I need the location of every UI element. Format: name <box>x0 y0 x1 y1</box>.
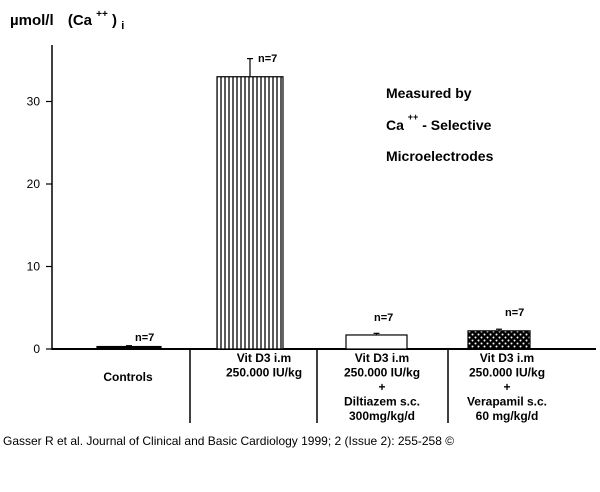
y-ticks: 0 10 20 30 <box>27 95 52 356</box>
n-label: n=7 <box>505 307 524 319</box>
bars <box>96 57 531 350</box>
y-axis-quantity: (Ca <box>68 12 93 29</box>
category-label-line: + <box>503 380 510 394</box>
category-label-line: Diltiazem s.c. <box>344 395 420 409</box>
y-axis-label: µmol/l (Ca ++ ) i <box>10 4 124 32</box>
bar <box>96 345 162 350</box>
annotation-ca: Ca <box>386 117 404 133</box>
n-label: n=7 <box>135 332 154 344</box>
y-axis-unit: µmol/l <box>10 12 54 29</box>
n-label: n=7 <box>258 53 277 65</box>
caption: Gasser R et al. Journal of Clinical and … <box>3 434 455 448</box>
bar <box>345 334 408 350</box>
n-label: n=7 <box>374 312 393 324</box>
category-label-line: Vit D3 i.m <box>237 351 291 365</box>
category-label-line: 250.000 IU/kg <box>469 366 545 380</box>
category-label-line: + <box>378 380 385 394</box>
y-tick-label: 10 <box>27 260 41 274</box>
annotation-line-2: Ca ++ - Selective <box>386 107 492 133</box>
annotation-selective: - Selective <box>422 117 491 133</box>
y-axis-superscript: ++ <box>96 9 108 20</box>
n-labels: n=7 n=7 n=7 n=7 <box>135 53 524 344</box>
category-label-line: 250.000 IU/kg <box>226 366 302 380</box>
bar <box>467 330 531 350</box>
bar <box>216 76 284 350</box>
category-label-line: 250.000 IU/kg <box>344 366 420 380</box>
category-label-line: Controls <box>103 370 153 384</box>
category-label-line: Verapamil s.c. <box>467 395 547 409</box>
y-tick-label: 0 <box>33 342 40 356</box>
category-label-line: 60 mg/kg/d <box>476 409 539 423</box>
y-tick-label: 20 <box>27 177 41 191</box>
annotation-superscript: ++ <box>408 112 419 122</box>
annotation-line-3: Microelectrodes <box>386 148 494 164</box>
y-axis-subscript: i <box>121 20 124 32</box>
category-label-line: Vit D3 i.m <box>480 351 534 365</box>
y-axis-close: ) <box>112 12 117 29</box>
annotation-line-1: Measured by <box>386 85 472 101</box>
y-tick-label: 30 <box>27 95 41 109</box>
category-label-line: 300mg/kg/d <box>349 409 415 423</box>
group-separators <box>189 349 449 423</box>
category-label-line: Vit D3 i.m <box>355 351 409 365</box>
